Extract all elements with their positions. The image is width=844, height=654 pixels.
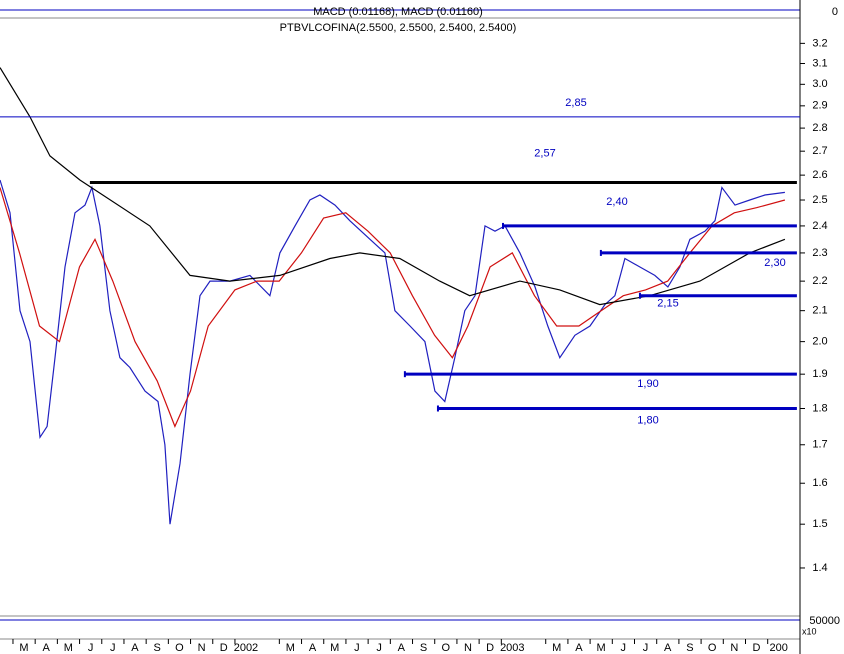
indicator-title: MACD (0.01168), MACD (0.01160) <box>313 6 483 18</box>
y-tick-label: 2.9 <box>812 100 827 112</box>
x-tick-label: O <box>708 642 717 654</box>
y-tick-label: 2.8 <box>812 122 827 134</box>
x-tick-label: N <box>198 642 206 654</box>
y-tick-label: 2.1 <box>812 305 827 317</box>
y-tick-label: 2.5 <box>812 194 827 206</box>
x-tick-label: A <box>575 642 583 654</box>
indicator-axis-label: 0 <box>832 6 838 18</box>
y-tick-label: 3.1 <box>812 57 827 69</box>
x-tick-label: 200 <box>770 642 788 654</box>
x-tick-label: 2003 <box>500 642 524 654</box>
y-tick-label: 2.3 <box>812 247 827 259</box>
volume-axis-label: 50000 <box>809 615 840 627</box>
chart-title: PTBVLCOFINA(2.5500, 2.5500, 2.5400, 2.54… <box>280 22 517 34</box>
y-tick-label: 2.2 <box>812 275 827 287</box>
x-tick-label: J <box>88 642 94 654</box>
x-tick-label: D <box>220 642 228 654</box>
price-line <box>0 179 785 525</box>
x-tick-label: A <box>309 642 317 654</box>
y-tick-label: 1.5 <box>812 518 827 530</box>
x-tick-label: S <box>686 642 693 654</box>
y-tick-label: 2.6 <box>812 169 827 181</box>
y-tick-label: 1.4 <box>812 562 827 574</box>
x-tick-label: M <box>286 642 295 654</box>
x-tick-label: J <box>643 642 649 654</box>
y-tick-label: 2.4 <box>812 220 827 232</box>
x-tick-label: J <box>376 642 382 654</box>
y-tick-label: 2.7 <box>812 145 827 157</box>
level-label: 1,80 <box>637 414 658 426</box>
x-tick-label: M <box>64 642 73 654</box>
x-tick-label: N <box>730 642 738 654</box>
level-label: 2,15 <box>657 298 678 310</box>
level-label: 2,85 <box>565 97 586 109</box>
y-tick-label: 2.0 <box>812 336 827 348</box>
x-tick-label: J <box>354 642 360 654</box>
y-tick-label: 1.8 <box>812 402 827 414</box>
level-label: 2,40 <box>606 196 627 208</box>
x-tick-label: A <box>42 642 50 654</box>
level-label: 1,90 <box>637 378 658 390</box>
x-tick-label: 2002 <box>234 642 258 654</box>
x-tick-label: M <box>552 642 561 654</box>
x-tick-label: A <box>398 642 406 654</box>
x-tick-label: A <box>664 642 672 654</box>
x-tick-label: S <box>153 642 160 654</box>
x-tick-label: O <box>441 642 450 654</box>
price-line <box>0 187 786 428</box>
x-tick-label: D <box>486 642 494 654</box>
x-tick-label: O <box>175 642 184 654</box>
x-tick-label: S <box>420 642 427 654</box>
x-tick-label: M <box>597 642 606 654</box>
y-tick-label: 3.2 <box>812 37 827 49</box>
x-tick-label: N <box>464 642 472 654</box>
x-tick-label: M <box>19 642 28 654</box>
y-tick-label: 3.0 <box>812 78 827 90</box>
level-label: 2,30 <box>764 257 785 269</box>
x-tick-label: M <box>330 642 339 654</box>
level-label: 2,57 <box>534 147 555 159</box>
x-tick-label: A <box>131 642 139 654</box>
x-tick-label: J <box>110 642 116 654</box>
x-tick-label: D <box>753 642 761 654</box>
x-tick-label: J <box>621 642 627 654</box>
y-tick-label: 1.7 <box>812 439 827 451</box>
y-tick-label: 1.6 <box>812 477 827 489</box>
volume-multiplier: x10 <box>802 626 817 636</box>
y-tick-label: 1.9 <box>812 368 827 380</box>
